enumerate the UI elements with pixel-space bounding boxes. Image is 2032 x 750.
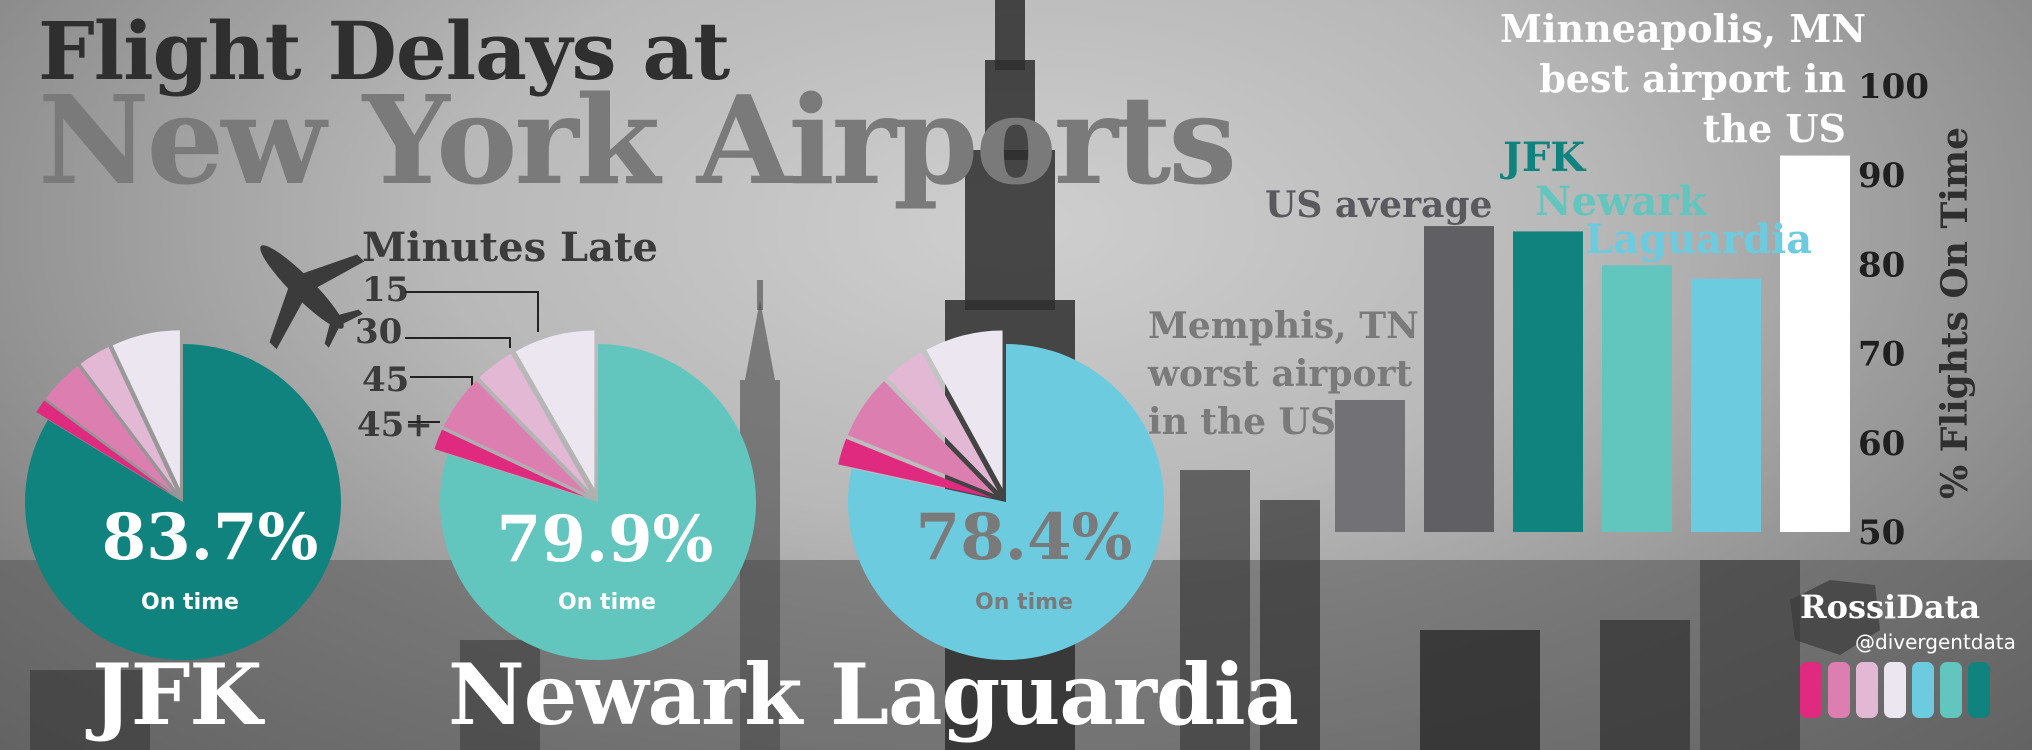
- bar-label-newark: Newark: [1535, 178, 1707, 225]
- jfk-on-time-caption: On time: [141, 590, 239, 615]
- pie-slice-jfk-on-time: [24, 344, 341, 661]
- bar-label-minneapolis-line-3: the US: [1702, 106, 1846, 151]
- bar-5: [1780, 155, 1850, 533]
- pie-slice-jfk-45: [45, 366, 174, 493]
- logo-stripe: [1800, 662, 1822, 718]
- bar-label-laguardia: Laguardia: [1585, 216, 1813, 263]
- legend-item-45: 45: [362, 360, 410, 400]
- legend-title: Minutes Late: [362, 224, 658, 271]
- bar-label-minneapolis-line-1: Minneapolis, MN: [1500, 6, 1866, 51]
- legend-item-45-plus: 45+: [357, 405, 433, 445]
- newark-on-time-caption: On time: [558, 590, 656, 615]
- bar-3: [1602, 265, 1672, 532]
- bar-0: [1335, 399, 1405, 532]
- pie-slice-laguardia-45: [847, 381, 995, 495]
- logo-name: RossiData: [1800, 588, 1981, 626]
- y-tick-label: 70: [1858, 335, 1905, 375]
- pie-slice-laguardia-30: [887, 352, 998, 491]
- pie-slice-laguardia-on-time: [848, 344, 1165, 661]
- y-tick-label: 90: [1858, 156, 1905, 196]
- y-tick-label: 60: [1858, 424, 1905, 464]
- airport-name-newark: Newark: [448, 645, 802, 744]
- laguardia-on-time-percent: 78.4%: [915, 500, 1133, 575]
- bar-label-memphis-line-2: worst airport: [1148, 353, 1413, 395]
- bar-2: [1513, 231, 1583, 532]
- pie-slice-laguardia-15: [926, 330, 1003, 489]
- airport-name-jfk: JFK: [92, 645, 262, 744]
- bar-4: [1691, 278, 1761, 532]
- y-tick-label: 50: [1858, 513, 1905, 553]
- pie-slice-newark-45: [443, 380, 587, 494]
- bar-1: [1424, 226, 1494, 532]
- jfk-on-time-percent: 83.7%: [101, 500, 319, 575]
- logo-stripe: [1940, 662, 1962, 718]
- pie-slice-laguardia-45-plus: [838, 438, 993, 498]
- legend-item-30: 30: [355, 312, 403, 352]
- logo-stripe: [1856, 662, 1878, 718]
- pie-slice-jfk-30: [80, 347, 176, 491]
- bar-label-us-average: US average: [1265, 184, 1493, 226]
- newark-on-time-percent: 79.9%: [496, 502, 714, 577]
- pie-slice-newark-30: [479, 353, 590, 491]
- pie-slice-newark-15: [515, 330, 595, 489]
- laguardia-on-time-caption: On time: [975, 590, 1073, 615]
- logo-stripe: [1884, 662, 1906, 718]
- logo-stripe: [1968, 662, 1990, 718]
- logo-stripe: [1828, 662, 1850, 718]
- airport-name-laguardia: Laguardia: [830, 645, 1299, 744]
- bar-label-memphis: Memphis, TN worst airport in the US: [1148, 302, 1419, 446]
- bar-label-minneapolis-line-2: best airport in: [1539, 56, 1846, 101]
- pie-slice-jfk-15: [112, 330, 180, 489]
- pie-slice-newark-on-time: [440, 344, 756, 661]
- legend-item-15: 15: [362, 270, 410, 310]
- title-line-2: New York Airports: [38, 68, 1237, 212]
- y-tick-label: 80: [1858, 245, 1905, 285]
- bar-label-memphis-line-1: Memphis, TN: [1148, 305, 1419, 347]
- bar-label-jfk: JFK: [1503, 134, 1586, 181]
- pie-slice-jfk-45-plus: [36, 400, 172, 495]
- pie-slice-newark-45-plus: [434, 429, 585, 497]
- logo-handle: @divergentdata: [1855, 630, 2016, 654]
- airplane-icon: [260, 245, 365, 350]
- bar-label-minneapolis: Minneapolis, MN best airport in the US: [1500, 4, 1866, 154]
- bar-label-memphis-line-3: in the US: [1148, 401, 1337, 443]
- title-line-1: Flight Delays at: [38, 4, 730, 98]
- logo-stripe: [1912, 662, 1934, 718]
- y-tick-label: 100: [1858, 67, 1929, 107]
